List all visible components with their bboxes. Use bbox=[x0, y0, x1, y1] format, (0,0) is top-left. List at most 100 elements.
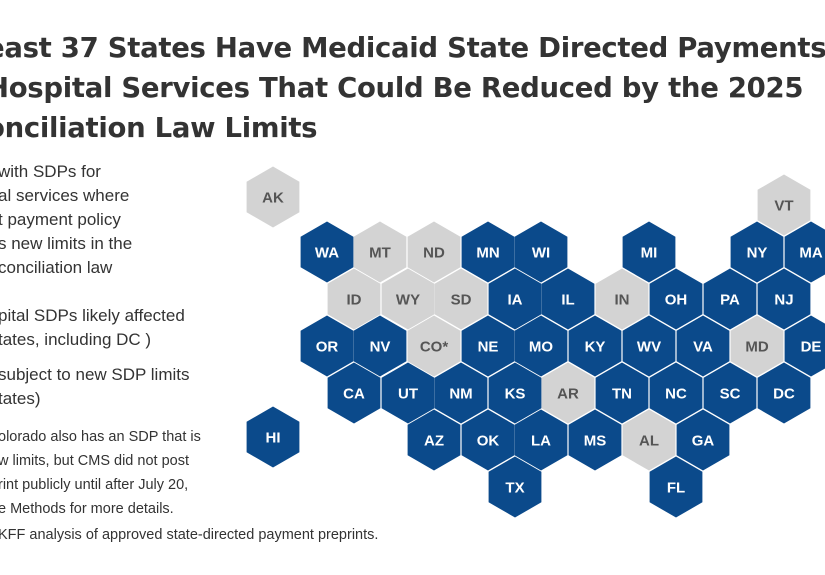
state-tile-la: LA bbox=[514, 409, 568, 471]
state-label-ia: IA bbox=[508, 292, 523, 309]
state-hex-wv bbox=[622, 315, 676, 377]
state-hex-ne bbox=[461, 315, 515, 377]
state-label-pa: PA bbox=[720, 292, 740, 309]
state-tile-ca: CA bbox=[327, 362, 381, 424]
state-tile-al: AL bbox=[622, 409, 676, 471]
state-tile-ny: NY bbox=[730, 221, 784, 283]
state-hex-al bbox=[622, 409, 676, 471]
state-hex-pa bbox=[703, 268, 757, 330]
state-label-al: AL bbox=[639, 433, 659, 450]
state-label-or: OR bbox=[316, 339, 339, 356]
state-tile-vt: VT bbox=[757, 174, 811, 236]
state-tile-sc: SC bbox=[703, 362, 757, 424]
state-tile-wy: WY bbox=[381, 268, 435, 330]
state-hex-mt bbox=[353, 221, 407, 283]
state-hex-az bbox=[407, 409, 461, 471]
state-hex-ga bbox=[676, 409, 730, 471]
state-label-sd: SD bbox=[451, 292, 472, 309]
state-tile-nv: NV bbox=[353, 315, 407, 377]
state-tile-de: DE bbox=[784, 315, 825, 377]
state-tile-ky: KY bbox=[568, 315, 622, 377]
state-hex-or bbox=[300, 315, 354, 377]
state-label-nv: NV bbox=[370, 339, 391, 356]
state-hex-sd bbox=[434, 268, 488, 330]
state-tile-pa: PA bbox=[703, 268, 757, 330]
state-label-nd: ND bbox=[423, 245, 445, 262]
state-label-ny: NY bbox=[747, 245, 768, 262]
state-label-wy: WY bbox=[396, 292, 420, 309]
legend-line: with SDPs for bbox=[0, 162, 101, 181]
state-tile-mn: MN bbox=[461, 221, 515, 283]
state-hex-wa bbox=[300, 221, 354, 283]
legend-line: tates, including DC ) bbox=[0, 330, 152, 349]
state-label-wi: WI bbox=[532, 245, 550, 262]
state-tile-wi: WI bbox=[514, 221, 568, 283]
state-hex-oh bbox=[649, 268, 703, 330]
footnote-line: rint publicly until after July 20, bbox=[0, 477, 189, 493]
legend-item-affected: pital SDPs likely affected tates, includ… bbox=[0, 304, 185, 352]
state-label-mo: MO bbox=[529, 339, 553, 356]
title-line: Hospital Services That Could Be Reduced … bbox=[0, 72, 804, 104]
state-label-dc: DC bbox=[773, 386, 795, 403]
state-label-co: CO* bbox=[420, 339, 449, 356]
state-hex-wy bbox=[381, 268, 435, 330]
state-hex-wi bbox=[514, 221, 568, 283]
state-hex-in bbox=[595, 268, 649, 330]
state-label-in: IN bbox=[615, 292, 630, 309]
state-hex-de bbox=[784, 315, 825, 377]
state-label-ak: AK bbox=[262, 190, 284, 207]
state-label-ms: MS bbox=[584, 433, 607, 450]
legend-line: al services where bbox=[0, 186, 130, 205]
state-hex-hi bbox=[246, 406, 300, 468]
state-tile-nj: NJ bbox=[757, 268, 811, 330]
state-hex-ia bbox=[488, 268, 542, 330]
state-tile-nm: NM bbox=[434, 362, 488, 424]
state-tile-ma: MA bbox=[784, 221, 825, 283]
state-hex-ar bbox=[541, 362, 595, 424]
state-hex-ks bbox=[488, 362, 542, 424]
state-tile-ms: MS bbox=[568, 409, 622, 471]
state-tile-az: AZ bbox=[407, 409, 461, 471]
state-tile-il: IL bbox=[541, 268, 595, 330]
state-tile-nc: NC bbox=[649, 362, 703, 424]
state-hex-nv bbox=[353, 315, 407, 377]
state-hex-fl bbox=[649, 456, 703, 518]
state-label-nc: NC bbox=[665, 386, 687, 403]
state-tile-wv: WV bbox=[622, 315, 676, 377]
state-label-la: LA bbox=[531, 433, 551, 450]
state-hex-vt bbox=[757, 174, 811, 236]
state-label-ut: UT bbox=[398, 386, 418, 403]
state-hex-ut bbox=[381, 362, 435, 424]
state-tile-ne: NE bbox=[461, 315, 515, 377]
state-label-va: VA bbox=[693, 339, 713, 356]
state-hex-id bbox=[327, 268, 381, 330]
state-hex-tn bbox=[595, 362, 649, 424]
state-tile-ga: GA bbox=[676, 409, 730, 471]
state-label-tn: TN bbox=[612, 386, 632, 403]
state-tile-hi: HI bbox=[246, 406, 300, 468]
state-hex-ca bbox=[327, 362, 381, 424]
state-hex-sc bbox=[703, 362, 757, 424]
state-hex-ma bbox=[784, 221, 825, 283]
state-tile-in: IN bbox=[595, 268, 649, 330]
state-hex-nc bbox=[649, 362, 703, 424]
source-note: KFF analysis of approved state-directed … bbox=[0, 527, 379, 543]
state-tile-ar: AR bbox=[541, 362, 595, 424]
state-hex-ny bbox=[730, 221, 784, 283]
title-line: east 37 States Have Medicaid State Direc… bbox=[0, 32, 825, 64]
legend-item-affected-policy: with SDPs for al services where t paymen… bbox=[0, 160, 132, 280]
state-tile-mt: MT bbox=[353, 221, 407, 283]
legend-item-not-subject: subject to new SDP limits tates) bbox=[0, 363, 189, 411]
state-tile-ok: OK bbox=[461, 409, 515, 471]
legend-line: subject to new SDP limits bbox=[0, 365, 190, 384]
state-tile-ak: AK bbox=[246, 166, 300, 228]
legend-line: pital SDPs likely affected bbox=[0, 306, 185, 325]
state-label-mn: MN bbox=[476, 245, 499, 262]
state-tile-ut: UT bbox=[381, 362, 435, 424]
state-label-ar: AR bbox=[557, 386, 579, 403]
state-label-il: IL bbox=[561, 292, 574, 309]
state-tile-sd: SD bbox=[434, 268, 488, 330]
state-hex-nj bbox=[757, 268, 811, 330]
state-label-md: MD bbox=[745, 339, 768, 356]
